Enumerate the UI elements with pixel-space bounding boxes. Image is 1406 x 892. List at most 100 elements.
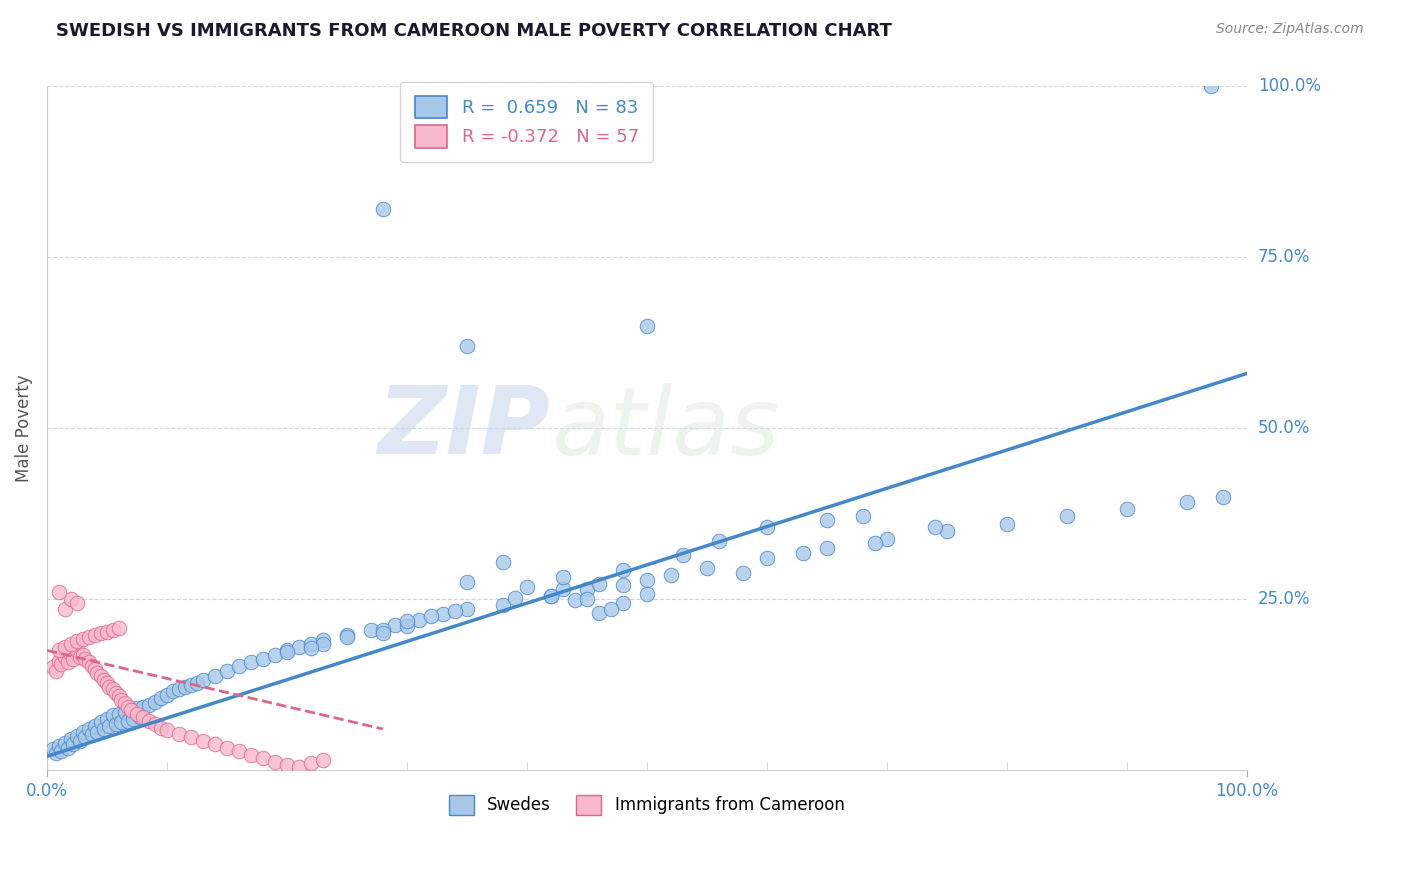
Point bbox=[180, 730, 202, 744]
Point bbox=[456, 339, 478, 353]
Point bbox=[66, 643, 89, 657]
Legend: Swedes, Immigrants from Cameroon: Swedes, Immigrants from Cameroon bbox=[440, 786, 853, 823]
Point bbox=[59, 647, 82, 661]
Point bbox=[132, 700, 155, 714]
Point bbox=[69, 734, 91, 748]
Point bbox=[156, 723, 179, 738]
Point bbox=[792, 546, 814, 560]
Point bbox=[143, 695, 166, 709]
Point bbox=[492, 554, 515, 568]
Point bbox=[1175, 495, 1198, 509]
Point bbox=[149, 691, 172, 706]
Point bbox=[263, 648, 285, 662]
Point bbox=[312, 636, 335, 650]
Point bbox=[503, 591, 526, 605]
Point bbox=[173, 680, 195, 694]
Point bbox=[408, 613, 430, 627]
Point bbox=[252, 652, 274, 666]
Point bbox=[876, 532, 898, 546]
Point bbox=[239, 655, 262, 669]
Point bbox=[138, 698, 160, 712]
Point bbox=[101, 708, 124, 723]
Point bbox=[59, 592, 82, 607]
Point bbox=[575, 592, 598, 607]
Point bbox=[75, 652, 97, 666]
Point bbox=[516, 580, 538, 594]
Point bbox=[96, 712, 118, 726]
Point bbox=[636, 587, 658, 601]
Point bbox=[312, 753, 335, 767]
Point bbox=[299, 636, 322, 650]
Point bbox=[167, 682, 190, 697]
Point bbox=[191, 734, 214, 748]
Point bbox=[93, 722, 115, 736]
Point bbox=[432, 607, 454, 622]
Point bbox=[101, 682, 124, 697]
Point bbox=[162, 684, 184, 698]
Point bbox=[93, 673, 115, 687]
Point bbox=[239, 747, 262, 762]
Point bbox=[129, 709, 152, 723]
Y-axis label: Male Poverty: Male Poverty bbox=[15, 375, 32, 482]
Text: 25.0%: 25.0% bbox=[1258, 591, 1310, 608]
Point bbox=[276, 757, 298, 772]
Point bbox=[755, 520, 778, 534]
Point bbox=[51, 744, 73, 758]
Point bbox=[108, 621, 131, 635]
Point bbox=[58, 655, 80, 669]
Point bbox=[755, 551, 778, 566]
Point bbox=[108, 689, 131, 703]
Point bbox=[143, 716, 166, 731]
Point bbox=[540, 589, 562, 603]
Point bbox=[82, 659, 104, 673]
Point bbox=[83, 662, 105, 676]
Point bbox=[45, 746, 67, 760]
Point bbox=[86, 725, 108, 739]
Point bbox=[138, 714, 160, 728]
Text: atlas: atlas bbox=[551, 383, 779, 474]
Point bbox=[53, 602, 76, 616]
Point bbox=[120, 703, 142, 717]
Text: 100.0%: 100.0% bbox=[1258, 78, 1320, 95]
Point bbox=[180, 677, 202, 691]
Point bbox=[288, 759, 311, 773]
Point bbox=[72, 725, 94, 739]
Point bbox=[456, 602, 478, 616]
Point bbox=[66, 729, 89, 743]
Point bbox=[815, 541, 838, 555]
Point bbox=[204, 737, 226, 751]
Point bbox=[69, 650, 91, 665]
Point bbox=[636, 318, 658, 333]
Point bbox=[59, 732, 82, 747]
Point bbox=[42, 660, 65, 674]
Point bbox=[120, 703, 142, 717]
Point bbox=[90, 715, 112, 730]
Point bbox=[288, 640, 311, 654]
Point bbox=[371, 202, 394, 217]
Point bbox=[77, 722, 100, 736]
Point bbox=[995, 516, 1018, 531]
Point bbox=[1115, 501, 1137, 516]
Point bbox=[62, 737, 84, 751]
Point bbox=[492, 598, 515, 612]
Point bbox=[62, 652, 84, 666]
Point bbox=[395, 614, 418, 628]
Point bbox=[96, 624, 118, 639]
Text: SWEDISH VS IMMIGRANTS FROM CAMEROON MALE POVERTY CORRELATION CHART: SWEDISH VS IMMIGRANTS FROM CAMEROON MALE… bbox=[56, 22, 893, 40]
Point bbox=[1212, 490, 1234, 504]
Point bbox=[72, 632, 94, 646]
Point bbox=[66, 634, 89, 648]
Point bbox=[51, 657, 73, 671]
Point bbox=[612, 578, 634, 592]
Point bbox=[110, 715, 132, 730]
Point bbox=[117, 714, 139, 728]
Point bbox=[312, 633, 335, 648]
Point bbox=[86, 665, 108, 680]
Point bbox=[672, 548, 695, 562]
Point bbox=[58, 741, 80, 756]
Point bbox=[276, 645, 298, 659]
Point bbox=[204, 668, 226, 682]
Point bbox=[186, 675, 208, 690]
Point bbox=[707, 534, 730, 549]
Point bbox=[96, 675, 118, 690]
